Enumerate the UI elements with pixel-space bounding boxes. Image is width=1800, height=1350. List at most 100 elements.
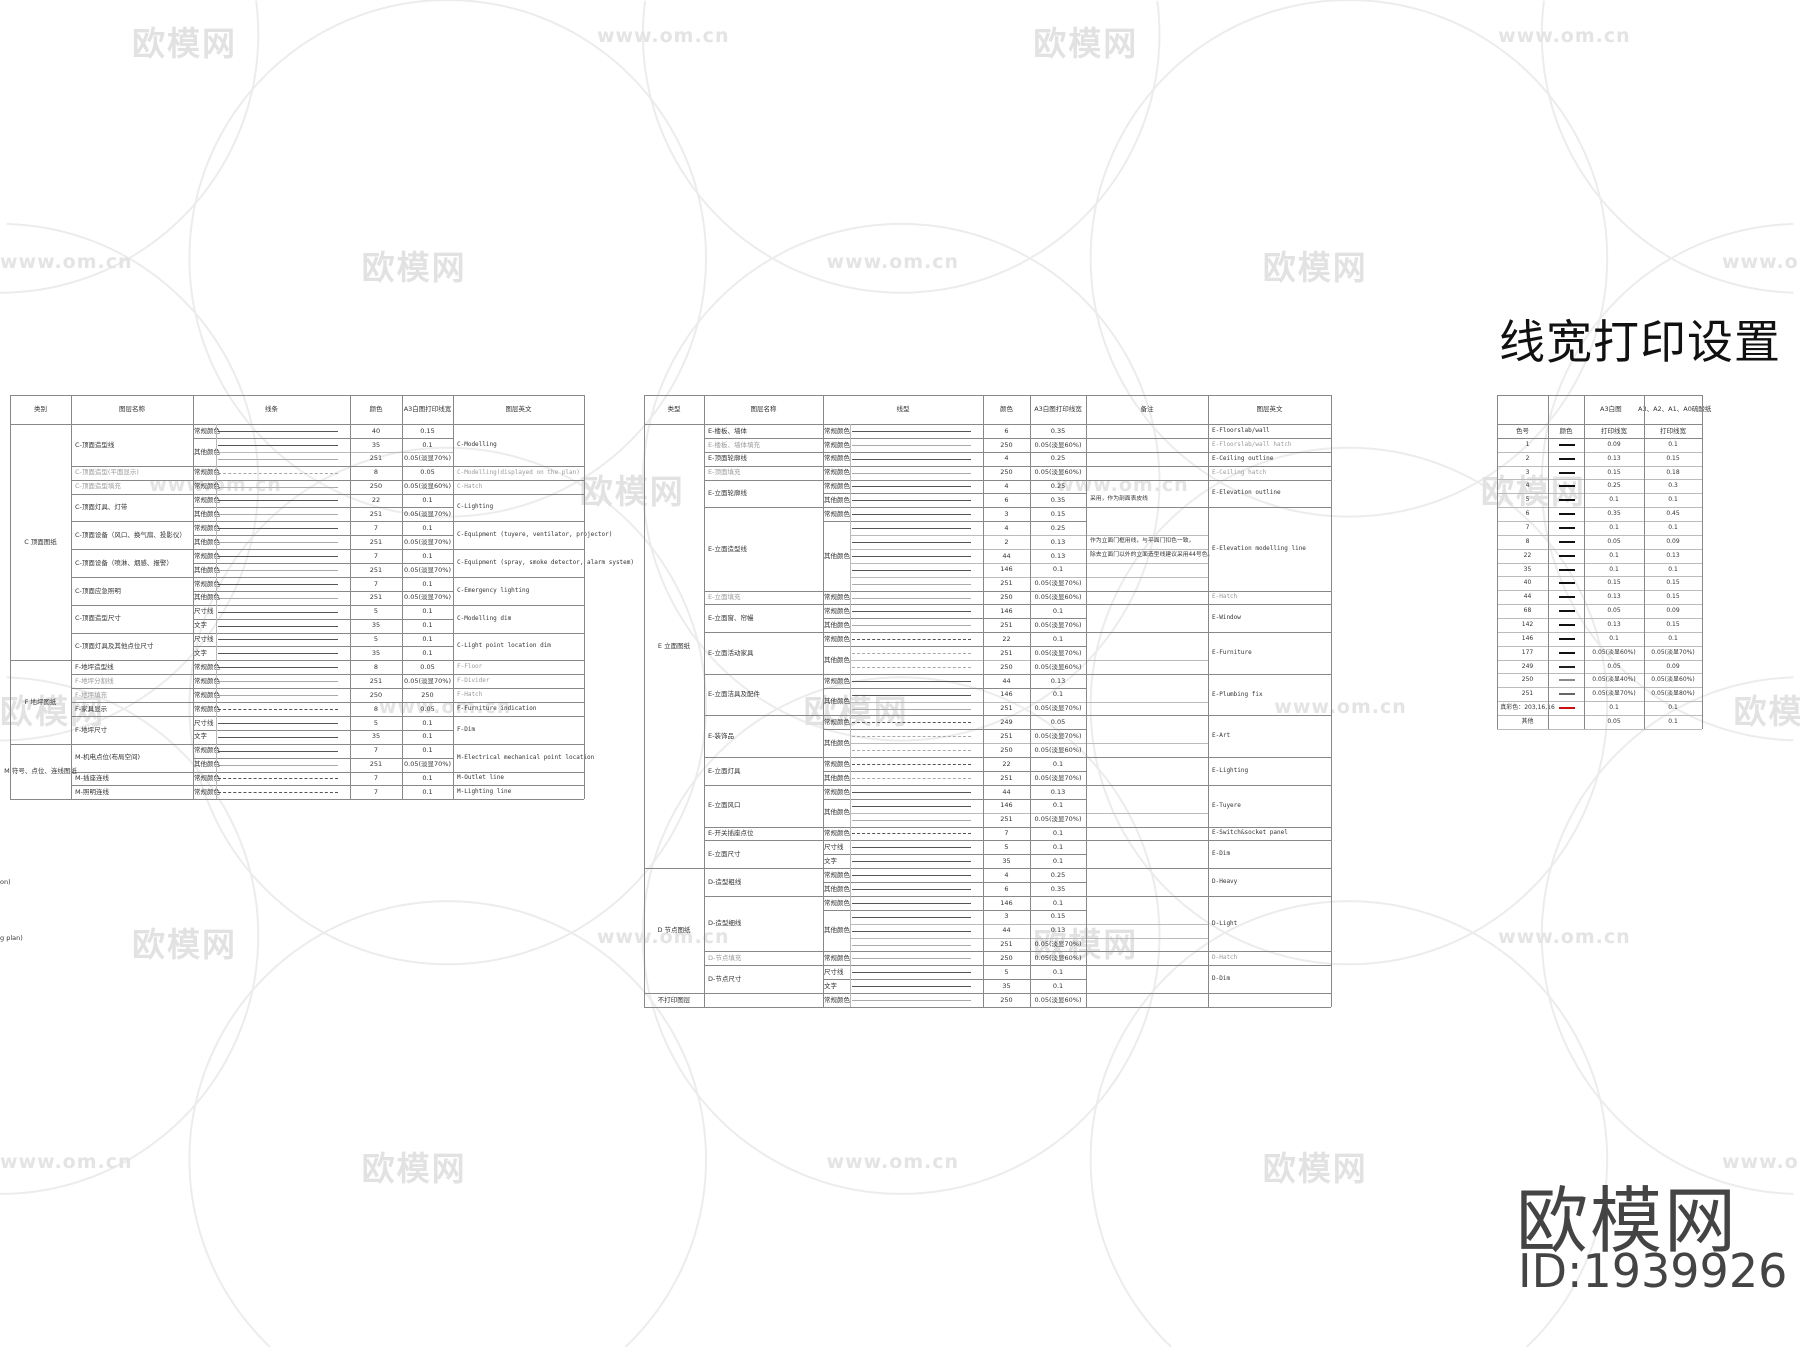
layer-name: M-机电点位(布局空间) (75, 753, 141, 762)
grid-line (71, 771, 584, 773)
linetype-sample (218, 639, 338, 641)
print-lineweight: 0.05(淡显60%) (1034, 662, 1082, 671)
watermark-arc (0, 676, 260, 1195)
grid-line (1702, 395, 1703, 729)
color-index: 35 (371, 649, 381, 658)
color-index: 35 (371, 440, 381, 449)
tracing-paper-print-lineweight: 0.1 (1668, 440, 1678, 448)
grid-line (704, 673, 1331, 675)
linetype-label: 其他颜色 (194, 537, 220, 546)
print-lineweight: 0.1 (422, 649, 433, 658)
grid-line (71, 493, 584, 495)
linetype-label: 其他颜色 (824, 697, 850, 706)
color-swatch (1559, 568, 1575, 571)
print-lineweight: 0.1 (422, 551, 433, 560)
watermark-url: www.om.cn (0, 1151, 133, 1174)
color-index: 4 (1004, 482, 1009, 491)
grid-line (1497, 687, 1702, 689)
color-index: 5 (373, 607, 379, 616)
linetype-sample (852, 472, 971, 474)
print-lineweight: 0.05(淡显70%) (1034, 815, 1082, 824)
linetype-sample (852, 930, 971, 932)
grid-line (850, 535, 1086, 537)
grid-line (823, 687, 1086, 689)
color-swatch (1559, 651, 1575, 654)
layer-english-name: E-Hatch (1212, 593, 1238, 601)
linetype-label: 常规颜色 (194, 551, 220, 560)
a3-print-lineweight: 0.05(淡显60%) (1592, 648, 1636, 656)
layer-english-name: C-Equipment (tuyere, ventilator, project… (457, 531, 613, 539)
color-index: 250 (1000, 995, 1013, 1004)
grid-line (10, 799, 584, 801)
layer-english-name: E-Elevation outline (1212, 489, 1281, 497)
grid-line (704, 507, 1331, 509)
column-header: 色号 (1516, 426, 1529, 435)
grid-line (1497, 493, 1702, 495)
layer-name: F-地坪造型线 (75, 662, 114, 671)
layer-english-name: C-Modelling dim (457, 614, 512, 622)
watermark-logo: 欧模网 (579, 471, 685, 511)
color-index: 6 (1004, 496, 1009, 505)
print-lineweight: 0.1 (422, 607, 433, 616)
color-swatch (1559, 707, 1575, 710)
layer-name: E-楼板、墙体 (708, 426, 747, 435)
color-index: 251 (1000, 648, 1013, 657)
grid-line (71, 785, 584, 787)
linetype-label: 常规颜色 (824, 440, 850, 449)
linetype-sample (852, 694, 971, 696)
a3-print-lineweight: 0.1 (1609, 551, 1619, 559)
watermark-url: www.om.cn (1498, 926, 1631, 949)
clipped-text-fragment: on) (0, 878, 11, 886)
layer-name: E-立面活动家具 (708, 648, 754, 657)
watermark-arc (1089, 900, 1609, 1348)
grid-line (850, 923, 1086, 925)
print-lineweight: 0.05(淡显60%) (1034, 745, 1082, 754)
watermark-url: www.om.cn (0, 251, 133, 274)
grid-line (1086, 548, 1208, 550)
layer-english-name: C-Emergency lighting (457, 586, 530, 594)
layer-name: E-立面洁具及配件 (708, 690, 760, 699)
color-index: 251 (1000, 940, 1013, 949)
watermark-url: www.om.cn (596, 25, 730, 48)
color-index: 7 (373, 774, 379, 783)
linetype-sample (218, 542, 338, 544)
layer-english-name: M-Electrical mechanical point location (457, 753, 595, 761)
tracing-paper-print-lineweight: 0.15 (1666, 579, 1680, 587)
linetype-sample (852, 444, 971, 446)
tracing-paper-print-lineweight: 0.1 (1668, 704, 1678, 712)
linetype-sample (852, 750, 971, 752)
layer-english-name: E-Plumbing fix (1212, 690, 1263, 698)
layer-english-name: E-Floorslab/wall hatch (1212, 440, 1292, 448)
tracing-paper-print-lineweight: 0.1 (1668, 523, 1678, 531)
color-index: 251 (1000, 815, 1013, 824)
a3-print-lineweight: 0.05(淡显70%) (1592, 690, 1636, 698)
grid-line (823, 882, 1086, 884)
color-swatch (1559, 471, 1575, 474)
layer-name: D-节点尺寸 (708, 974, 742, 983)
layer-name: C-顶面灯具及其他点位尺寸 (75, 642, 154, 651)
linetype-label: 常规颜色 (824, 954, 850, 963)
color-index: 251 (369, 676, 383, 685)
watermark-arc (1089, 446, 1609, 966)
grid-line (1497, 604, 1702, 606)
grid-line (1497, 479, 1702, 481)
tracing-paper-print-lineweight: 0.1 (1668, 565, 1678, 573)
grid-line (10, 743, 584, 745)
grid-line (850, 659, 1086, 661)
layer-name: F-地坪尺寸 (75, 725, 108, 734)
grid-line (823, 798, 1086, 800)
linetype-sample (852, 611, 971, 613)
linetype-label: 文字 (194, 649, 207, 658)
remark: 采用，作为剖面表皮线 (1090, 496, 1148, 503)
color-index: 44 (1002, 551, 1011, 560)
linetype-label: 文字 (194, 621, 207, 630)
tracing-paper-print-lineweight: 0.05(淡显60%) (1651, 676, 1695, 684)
layer-english-name: C-Modelling (457, 440, 497, 448)
print-lineweight: 0.05(淡显70%) (404, 593, 451, 602)
grid-line (1497, 576, 1702, 578)
color-index: 251 (1000, 732, 1013, 741)
linetype-label: 常规颜色 (824, 454, 850, 463)
color-number: 68 (1523, 607, 1532, 615)
color-index: 251 (1000, 773, 1013, 782)
color-number: 3 (1525, 468, 1530, 476)
